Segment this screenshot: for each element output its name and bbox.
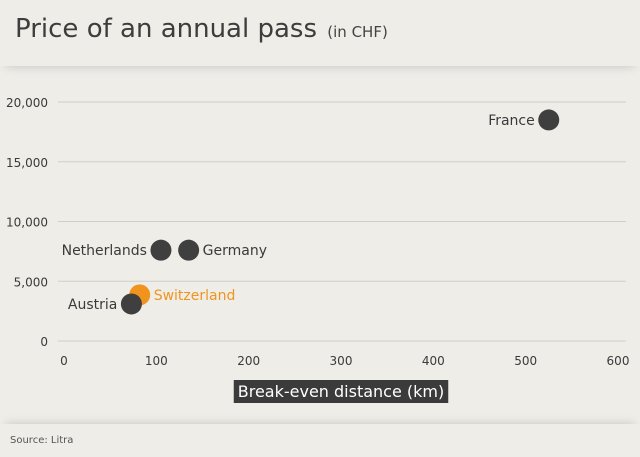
y-tick-label: 15,000: [6, 156, 48, 170]
y-tick-label: 5,000: [14, 275, 48, 289]
source-note: Source: Litra: [10, 435, 74, 446]
chart-header: Price of an annual pass (in CHF): [0, 0, 640, 66]
title-text: Price of an annual pass: [15, 14, 318, 44]
scatter-chart: 0 5,000 10,000 15,000 20,000 0 100 200 300 400 500…: [6, 96, 630, 403]
point-label: Austria: [68, 297, 117, 313]
y-tick-label: 20,000: [6, 96, 48, 110]
point-label: France: [488, 113, 535, 129]
plot-area: 0 5,000 10,000 15,000 20,000 0 100 200 300 400 500…: [0, 66, 640, 424]
data-point: [538, 109, 560, 131]
x-tick-label: 500: [514, 354, 537, 368]
chart-title: Price of an annual pass (in CHF): [15, 14, 388, 44]
y-tick-label: 10,000: [6, 216, 48, 230]
point-label: Netherlands: [62, 243, 147, 259]
x-tick-label: 400: [422, 354, 445, 368]
point-label: Germany: [203, 243, 267, 259]
point-label: Switzerland: [154, 288, 236, 304]
data-point: [178, 239, 200, 261]
x-axis-title: Break-even distance (km): [238, 382, 445, 401]
data-point: [150, 239, 172, 261]
x-tick-label: 600: [607, 354, 630, 368]
chart-subtitle: (in CHF): [327, 23, 388, 41]
x-tick-label: 100: [145, 354, 168, 368]
chart-footer: Source: Litra: [0, 424, 640, 457]
x-tick-label: 300: [330, 354, 353, 368]
x-tick-label: 200: [237, 354, 260, 368]
y-tick-label: 0: [40, 335, 48, 349]
data-point: [120, 293, 142, 315]
x-axis-title-bg: [233, 380, 449, 403]
x-tick-label: 0: [60, 354, 68, 368]
